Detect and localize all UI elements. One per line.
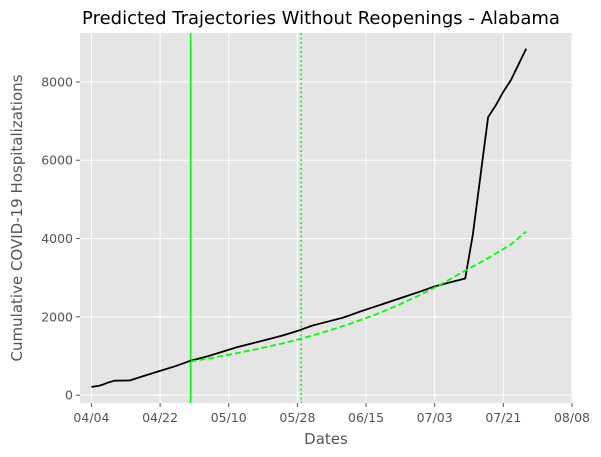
x-tick-label: 06/15 (348, 410, 384, 425)
series-layer (91, 48, 528, 388)
y-tick-label: 2000 (41, 309, 73, 324)
grid (80, 33, 573, 403)
x-tick-label: 07/03 (417, 410, 453, 425)
series-line-1 (91, 48, 528, 388)
reference-lines (189, 33, 303, 403)
plot-background (80, 33, 572, 403)
series-line-2 (190, 230, 527, 363)
y-axis-label: Cumulative COVID-19 Hospitalizations (8, 74, 26, 361)
x-tick-label: 07/21 (485, 410, 521, 425)
y-tick-label: 8000 (41, 74, 73, 89)
chart-title: Predicted Trajectories Without Reopening… (82, 8, 560, 29)
y-axis: 0 2000 4000 6000 8000 (41, 74, 80, 403)
x-tick-label: 04/04 (73, 410, 109, 425)
y-tick-label: 6000 (41, 153, 73, 168)
x-axis-label: Dates (304, 430, 348, 448)
x-tick-label: 04/22 (142, 410, 178, 425)
x-tick-label: 05/28 (279, 410, 315, 425)
y-tick-label: 0 (65, 388, 73, 403)
x-axis: 04/04 04/22 05/10 05/28 06/15 07/03 07/21 08/08 (73, 403, 590, 425)
y-tick-label: 4000 (41, 231, 73, 246)
x-tick-label: 08/08 (554, 410, 590, 425)
x-tick-label: 05/10 (211, 410, 247, 425)
